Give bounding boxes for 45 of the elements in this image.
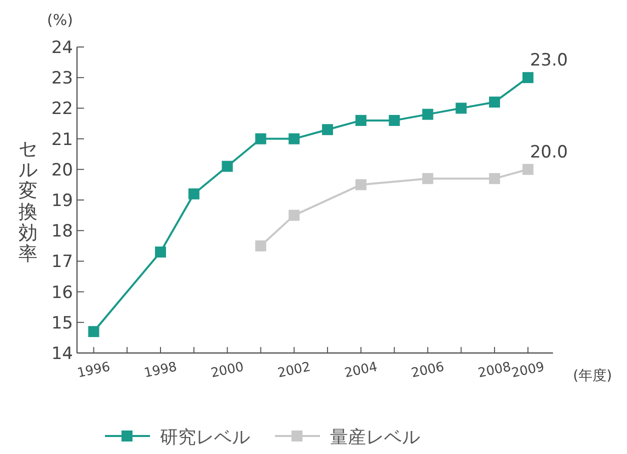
y-tick-label: 15 [51, 313, 73, 334]
data-label: 20.0 [530, 142, 568, 162]
x-tick-label: 2006 [410, 360, 446, 382]
x-tick-label: 2004 [343, 360, 379, 382]
y-tick-label: 19 [51, 191, 73, 211]
data-label: 23.0 [530, 50, 568, 71]
point [155, 246, 166, 258]
x-tick-label: 2009 [510, 360, 546, 382]
point [355, 179, 366, 190]
y-tick-label: 16 [51, 282, 73, 303]
y-tick-label: 21 [51, 130, 73, 150]
point [322, 124, 334, 136]
y-tick-label: 20 [51, 160, 73, 180]
y-tick-label: 22 [51, 99, 73, 120]
y-tick-label: 17 [51, 252, 73, 272]
x-tick-label: 1998 [142, 360, 178, 382]
point [422, 173, 434, 184]
x-tick-label: 1996 [76, 360, 112, 382]
point [188, 188, 200, 200]
legend-label: 量産レベル [330, 427, 420, 448]
text: (%) [47, 11, 73, 29]
point [355, 114, 366, 126]
point [255, 133, 266, 144]
y-axis-title: セル変換効率 [18, 138, 38, 265]
point [422, 108, 434, 120]
point [522, 72, 534, 84]
point [288, 133, 300, 144]
y-tick-label: 18 [51, 222, 73, 242]
y-tick-label: 23 [51, 68, 73, 89]
y-tick-label: 24 [51, 38, 73, 58]
point [489, 173, 500, 184]
x-tick-label: 2008 [476, 360, 512, 382]
x-axis-title: (年度) [573, 368, 612, 384]
x-tick-label: 2002 [276, 360, 312, 382]
point [88, 326, 100, 338]
point [255, 240, 266, 252]
point [522, 164, 534, 175]
point [456, 102, 467, 114]
y-tick-label: 14 [51, 344, 73, 364]
point [288, 210, 300, 221]
legend-label: 研究レベル [160, 427, 250, 448]
point [388, 114, 400, 126]
point [222, 160, 233, 172]
point [489, 96, 500, 108]
x-tick-label: 2000 [210, 360, 246, 382]
